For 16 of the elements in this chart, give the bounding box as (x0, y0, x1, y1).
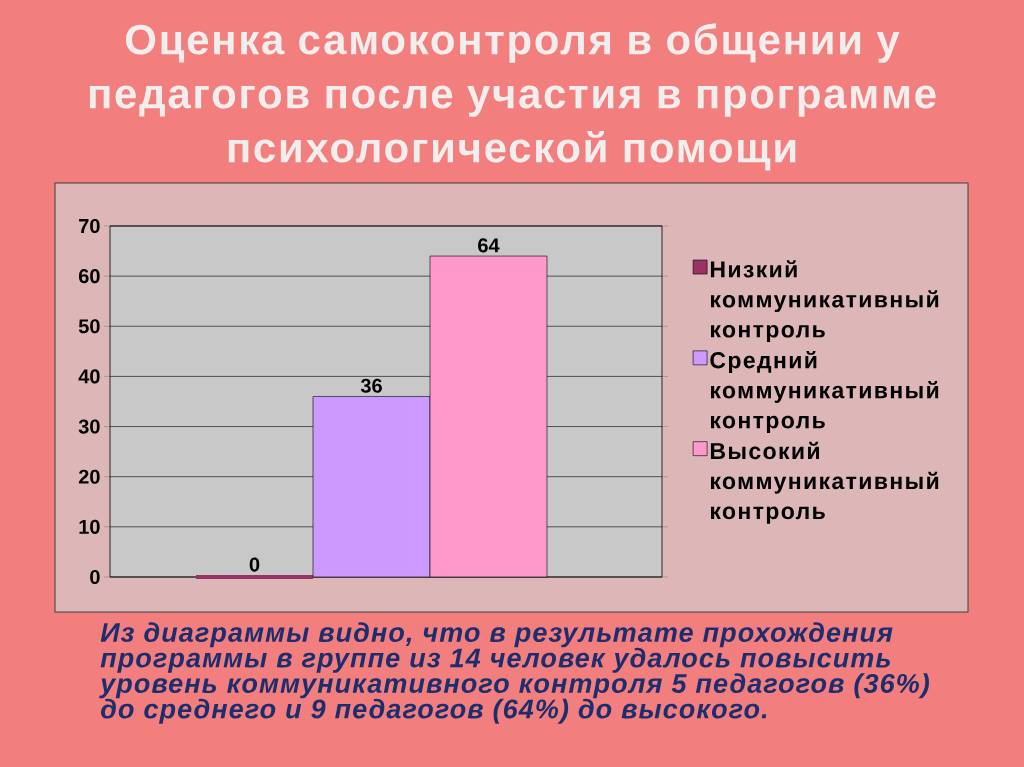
y-tick-label: 70 (79, 218, 100, 234)
y-tick-label: 0 (90, 569, 100, 585)
y-tick-label: 10 (79, 519, 100, 534)
y-tick-label: 40 (78, 369, 100, 384)
data-label: 0 (249, 557, 260, 572)
legend-label: Высокий коммуникативный контроль (710, 441, 939, 524)
data-label: 64 (478, 238, 500, 253)
y-tick-label: 20 (78, 469, 100, 484)
legend-label: Средний коммуникативный контроль (710, 351, 939, 433)
y-tick-label: 30 (78, 419, 100, 434)
data-label: 36 (360, 378, 382, 393)
y-tick-label: 50 (78, 319, 100, 334)
legend-label: Низкий коммуникативный контроль (710, 260, 939, 343)
y-tick-label: 60 (78, 269, 100, 284)
text: Из диаграммы видно, что в результате прохождения программы в группе из 14 человек удалось повысить уровень коммуникативного контроля 5 педагогов (36%) до среднего и 9 педагогов (64%) до высокого. (99, 622, 929, 724)
chart-title: Оценка самоконтроля в общении у педагогов после участия в программе психологической помощи (89, 23, 936, 171)
